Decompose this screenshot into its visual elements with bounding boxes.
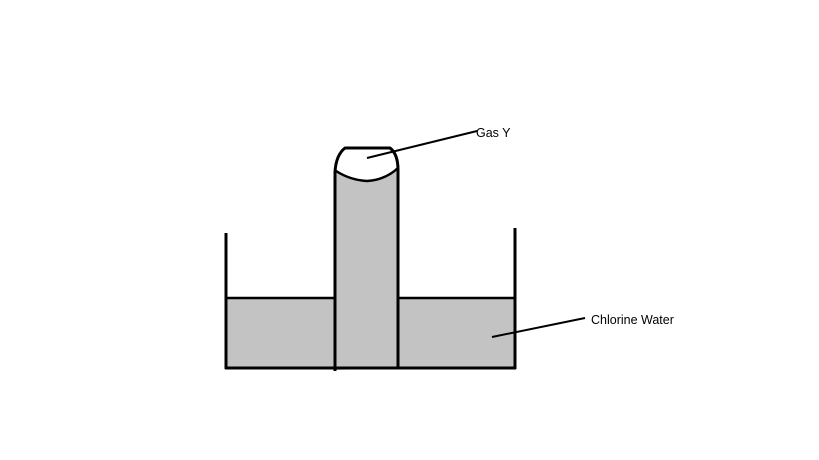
trough-liquid-right <box>398 298 515 368</box>
water-pointer-line <box>491 317 586 338</box>
chlorine-water-label: Chlorine Water <box>591 313 674 327</box>
test-tube-outline <box>333 146 400 371</box>
gas-pocket <box>337 148 399 181</box>
tube-liquid <box>335 170 398 370</box>
trough-liquid-left <box>226 298 335 368</box>
gas-label: Gas Y <box>476 126 511 140</box>
gas-liquid-interface <box>335 167 399 183</box>
gas-pointer-line <box>366 130 478 159</box>
